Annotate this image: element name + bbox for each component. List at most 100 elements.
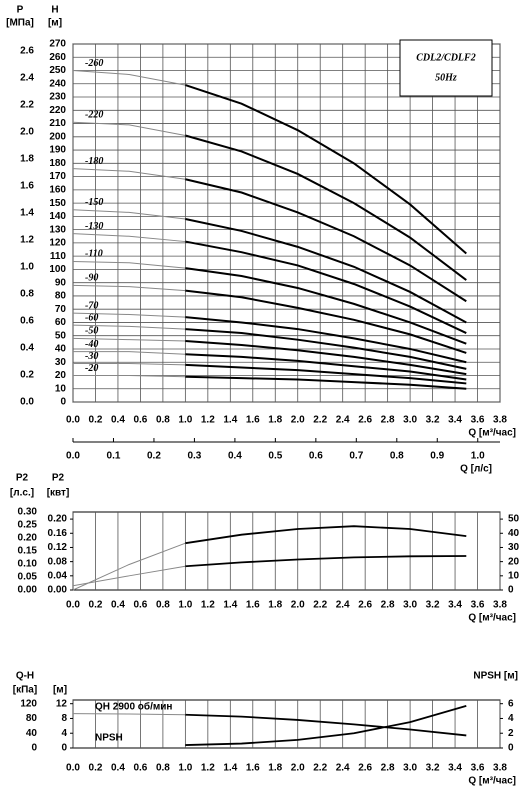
curve [72, 260, 186, 269]
x-tick-label: 2.6 [358, 415, 372, 426]
curve [185, 525, 467, 545]
y2-tick-label: 0 [508, 585, 514, 596]
y3-tick-label: 0.4 [20, 343, 34, 354]
y-tick-label: 230 [49, 92, 66, 103]
y2-tick-label: 0 [508, 743, 514, 754]
x-axis-label: Q [м³/час] [468, 613, 516, 624]
x-tick-label: 0.4 [111, 600, 125, 611]
series-label: NPSH [95, 733, 123, 744]
axis-heading: P [17, 5, 24, 16]
axis-heading: P2 [16, 473, 29, 484]
x-tick-label: 2.8 [381, 600, 395, 611]
x-axis-label: Q [м³/час] [468, 428, 516, 439]
curve [72, 168, 186, 180]
x-tick-label: 3.6 [471, 600, 485, 611]
x-tick-label: 1.6 [246, 763, 260, 774]
x-tick-label: 1.6 [246, 600, 260, 611]
x2-tick-label: 1.0 [471, 451, 485, 462]
y-tick-label: 120 [49, 238, 66, 249]
x-tick-label: 1.0 [178, 600, 192, 611]
y3-tick-label: 1.0 [20, 262, 34, 273]
y-tick-label: 0.16 [48, 528, 68, 539]
y-tick-label: 210 [49, 118, 66, 129]
series-label: -130 [85, 221, 103, 232]
text-box [399, 39, 493, 97]
curve [185, 713, 467, 737]
x-tick-label: 0.6 [133, 415, 147, 426]
curve [185, 267, 467, 345]
x-tick-label: 3.6 [471, 763, 485, 774]
x2-tick-label: 0.2 [147, 451, 161, 462]
x-tick-label: 2.0 [291, 415, 305, 426]
y-tick-label: 12 [56, 698, 68, 709]
x-tick-label: 2.6 [358, 600, 372, 611]
curve [185, 328, 467, 370]
y-tick-label: 10 [55, 383, 67, 394]
curve [185, 316, 467, 364]
x2-tick-label: 0.9 [430, 451, 444, 462]
x-tick-label: 0.0 [66, 415, 80, 426]
series-label: -70 [85, 300, 98, 311]
curve [72, 324, 186, 330]
curve [72, 121, 186, 136]
y3-tick-label: 0.6 [20, 316, 34, 327]
y3-tick-label: 80 [26, 713, 38, 724]
x2-tick-label: 0.5 [268, 451, 282, 462]
curve [73, 363, 186, 366]
y-tick-label: 170 [49, 171, 66, 182]
x-tick-label: 2.0 [291, 600, 305, 611]
y-tick-label: 0.00 [48, 585, 68, 596]
x-tick-label: 3.8 [493, 763, 507, 774]
y-tick-label: 4 [61, 728, 67, 739]
y2-tick-label: 10 [508, 570, 520, 581]
y2-tick-label: 2 [508, 728, 514, 739]
y3-tick-label: 0.0 [20, 397, 34, 408]
y3-tick-label: 0.15 [18, 546, 38, 557]
y3-tick-label: 0.05 [18, 572, 38, 583]
curve [185, 289, 467, 354]
x-tick-label: 1.0 [178, 415, 192, 426]
curve [72, 284, 186, 292]
y-tick-label: 90 [55, 277, 67, 288]
y-tick-label: 200 [49, 131, 66, 142]
y-tick-label: 220 [49, 105, 66, 116]
curve [185, 555, 467, 568]
series-label: -40 [85, 339, 98, 350]
x-tick-label: 3.4 [448, 415, 462, 426]
x2-tick-label: 0.6 [309, 451, 323, 462]
x2-tick-label: 0.4 [228, 451, 242, 462]
y-tick-label: 250 [49, 65, 66, 76]
y-tick-label: 0.08 [48, 556, 68, 567]
x-tick-label: 1.8 [268, 415, 282, 426]
x-tick-label: 1.8 [268, 600, 282, 611]
y-tick-label: 270 [49, 39, 66, 50]
y-tick-label: 80 [55, 291, 67, 302]
x2-tick-label: 0.0 [66, 451, 80, 462]
curve [185, 363, 467, 385]
curve [185, 353, 467, 381]
x-tick-label: 3.6 [471, 415, 485, 426]
x-tick-label: 2.8 [381, 763, 395, 774]
axis-heading: [м] [53, 685, 67, 696]
y-tick-label: 50 [55, 330, 67, 341]
y3-tick-label: 0.00 [18, 585, 38, 596]
series-label: -110 [85, 249, 103, 260]
curve [185, 134, 467, 281]
curve [185, 240, 467, 334]
x-tick-label: 2.6 [358, 763, 372, 774]
x-tick-label: 3.4 [448, 600, 462, 611]
x-tick-label: 0.6 [133, 763, 147, 774]
x-tick-label: 2.8 [381, 415, 395, 426]
x-tick-label: 0.2 [89, 600, 103, 611]
curve [73, 374, 186, 378]
series-label: -30 [85, 351, 98, 362]
curve [185, 705, 467, 746]
curve [72, 233, 186, 243]
y-tick-label: 190 [49, 145, 66, 156]
x-tick-label: 3.8 [493, 600, 507, 611]
y-tick-label: 260 [49, 52, 66, 63]
x-tick-label: 0.8 [156, 415, 170, 426]
x-tick-label: 0.0 [66, 763, 80, 774]
y3-tick-label: 2.0 [20, 126, 34, 137]
x-tick-label: 2.4 [336, 415, 350, 426]
